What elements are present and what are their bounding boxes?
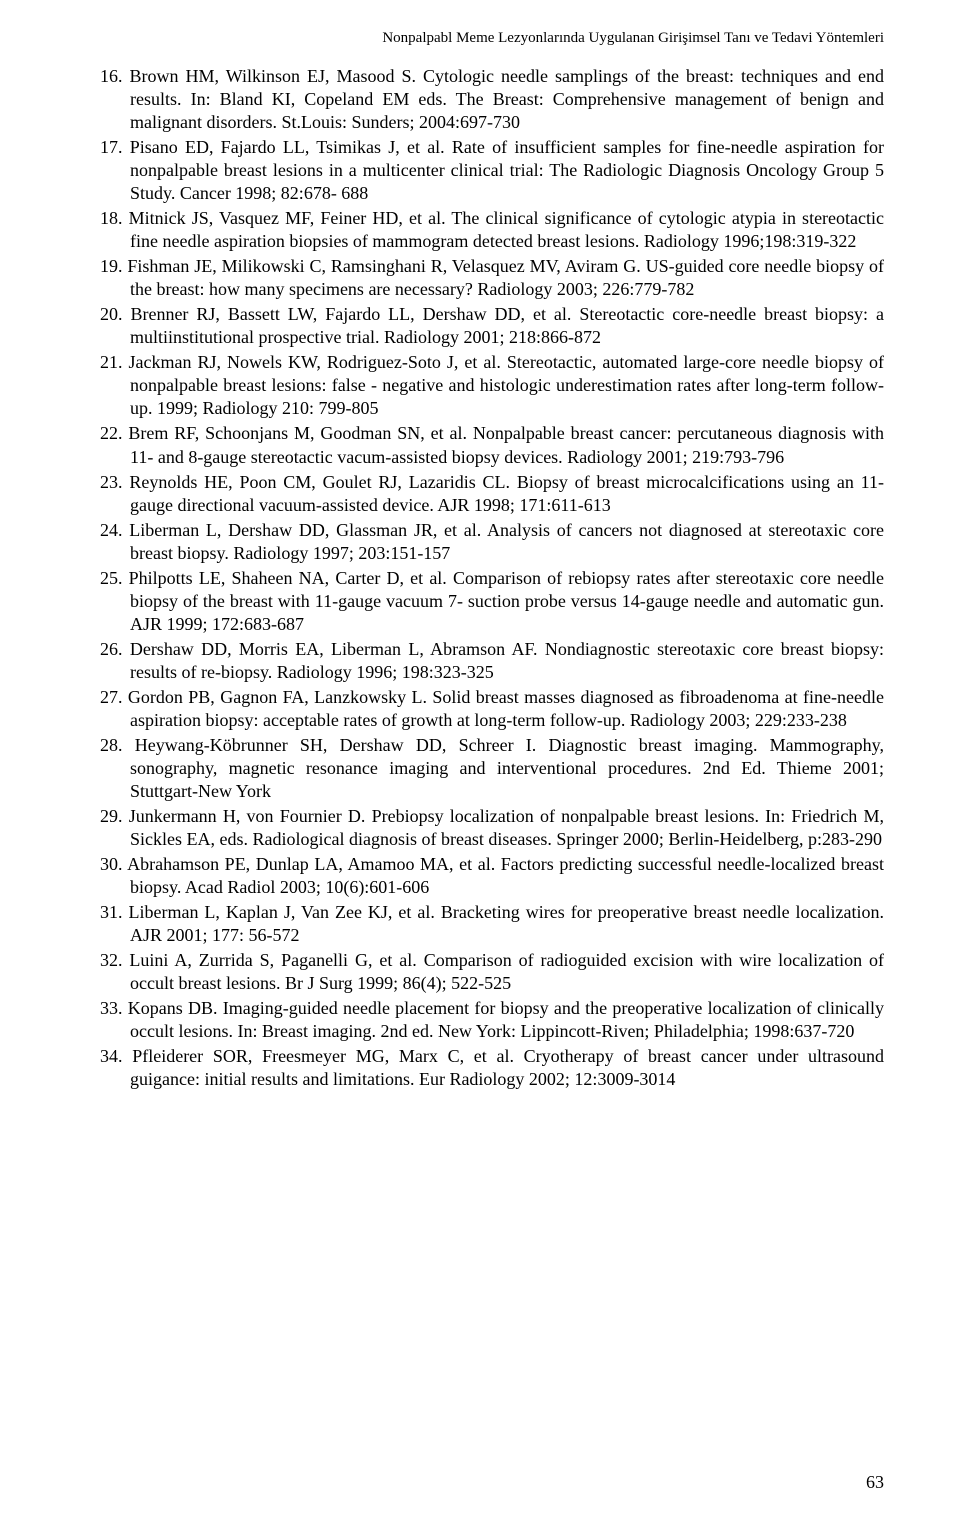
running-header: Nonpalpabl Meme Lezyonlarında Uygulanan … (100, 30, 884, 47)
reference-item: Junkermann H, von Fournier D. Prebiopsy … (100, 805, 884, 851)
page-number: 63 (866, 1472, 884, 1493)
reference-item: Pisano ED, Fajardo LL, Tsimikas J, et al… (100, 136, 884, 205)
reference-item: Reynolds HE, Poon CM, Goulet RJ, Lazarid… (100, 471, 884, 517)
reference-item: Liberman L, Dershaw DD, Glassman JR, et … (100, 519, 884, 565)
reference-item: Fishman JE, Milikowski C, Ramsinghani R,… (100, 255, 884, 301)
reference-item: Brown HM, Wilkinson EJ, Masood S. Cytolo… (100, 65, 884, 134)
reference-list: Brown HM, Wilkinson EJ, Masood S. Cytolo… (100, 65, 884, 1091)
reference-item: Pfleiderer SOR, Freesmeyer MG, Marx C, e… (100, 1045, 884, 1091)
reference-item: Philpotts LE, Shaheen NA, Carter D, et a… (100, 567, 884, 636)
reference-item: Brenner RJ, Bassett LW, Fajardo LL, Ders… (100, 303, 884, 349)
reference-item: Dershaw DD, Morris EA, Liberman L, Abram… (100, 638, 884, 684)
reference-item: Heywang-Köbrunner SH, Dershaw DD, Schree… (100, 734, 884, 803)
reference-item: Liberman L, Kaplan J, Van Zee KJ, et al.… (100, 901, 884, 947)
reference-item: Kopans DB. Imaging-guided needle placeme… (100, 997, 884, 1043)
reference-item: Mitnick JS, Vasquez MF, Feiner HD, et al… (100, 207, 884, 253)
reference-item: Brem RF, Schoonjans M, Goodman SN, et al… (100, 422, 884, 468)
reference-item: Luini A, Zurrida S, Paganelli G, et al. … (100, 949, 884, 995)
reference-item: Jackman RJ, Nowels KW, Rodriguez-Soto J,… (100, 351, 884, 420)
page: Nonpalpabl Meme Lezyonlarında Uygulanan … (0, 0, 960, 1521)
reference-item: Gordon PB, Gagnon FA, Lanzkowsky L. Soli… (100, 686, 884, 732)
reference-item: Abrahamson PE, Dunlap LA, Amamoo MA, et … (100, 853, 884, 899)
